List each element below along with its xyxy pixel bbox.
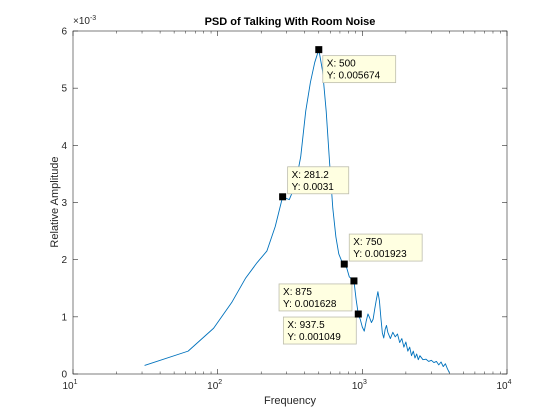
- y-tick-label: 0: [61, 370, 67, 381]
- chart-title: PSD of Talking With Room Noise: [205, 16, 376, 28]
- y-axis-label: Relative Amplitude: [49, 156, 61, 247]
- datatip-x-text: X: 750: [353, 237, 382, 248]
- datatip-x-text: X: 937.5: [287, 320, 325, 331]
- datatip-x-text: X: 281.2: [292, 170, 330, 181]
- y-exponent-power: -3: [90, 15, 96, 22]
- datatip-box: [348, 233, 423, 262]
- datatip-x-text: X: 500: [327, 59, 356, 70]
- datatip-box: [278, 283, 353, 312]
- x-tick-label-exponent: 1: [74, 379, 78, 386]
- x-tick-label-exponent: 4: [508, 379, 512, 386]
- x-tick-label: 102: [207, 379, 222, 392]
- datatip-marker: [315, 46, 323, 54]
- datatip-marker: [354, 310, 362, 318]
- x-tick-label-base: 10: [496, 381, 508, 392]
- series-line: [144, 49, 450, 374]
- y-exponent-base: ×10: [73, 16, 90, 27]
- x-tick-label: 101: [62, 379, 77, 392]
- datatip-y-text: Y: 0.001923: [353, 249, 407, 260]
- x-tick-label-base: 10: [207, 381, 219, 392]
- datatip-y-text: Y: 0.0031: [292, 182, 335, 193]
- x-tick-label: 103: [352, 379, 367, 392]
- y-exponent-label: ×10-3: [73, 15, 96, 27]
- datatip-box: [287, 166, 350, 195]
- x-axis-label: Frequency: [264, 395, 316, 407]
- datatip-box: [282, 316, 357, 345]
- datatip-box: [322, 55, 397, 84]
- datatip-x-text: X: 875: [283, 287, 312, 298]
- datatip-marker: [279, 193, 287, 201]
- axes-box: [72, 30, 508, 375]
- x-tick-label-base: 10: [352, 381, 364, 392]
- series-layer: [144, 49, 450, 374]
- y-tick-label: 1: [61, 312, 67, 323]
- datatip[interactable]: X: 937.5Y: 0.001049: [282, 310, 362, 345]
- y-tick-label: 6: [61, 27, 67, 38]
- datatip-y-text: Y: 0.001049: [287, 332, 341, 343]
- y-tick-label: 3: [61, 198, 67, 209]
- datatip-y-text: Y: 0.005674: [327, 71, 381, 82]
- x-tick-label: 104: [496, 379, 511, 392]
- y-tick-label: 4: [61, 141, 67, 152]
- x-tick-label-exponent: 3: [363, 379, 367, 386]
- datatip-y-text: Y: 0.001628: [283, 299, 337, 310]
- datatip-marker: [350, 277, 358, 285]
- datatip[interactable]: X: 281.2Y: 0.0031: [279, 166, 350, 201]
- y-tick-label: 5: [61, 84, 67, 95]
- datatip-marker: [340, 260, 348, 268]
- x-tick-label-base: 10: [62, 381, 74, 392]
- x-tick-label-exponent: 2: [218, 379, 222, 386]
- y-tick-label: 2: [61, 255, 67, 266]
